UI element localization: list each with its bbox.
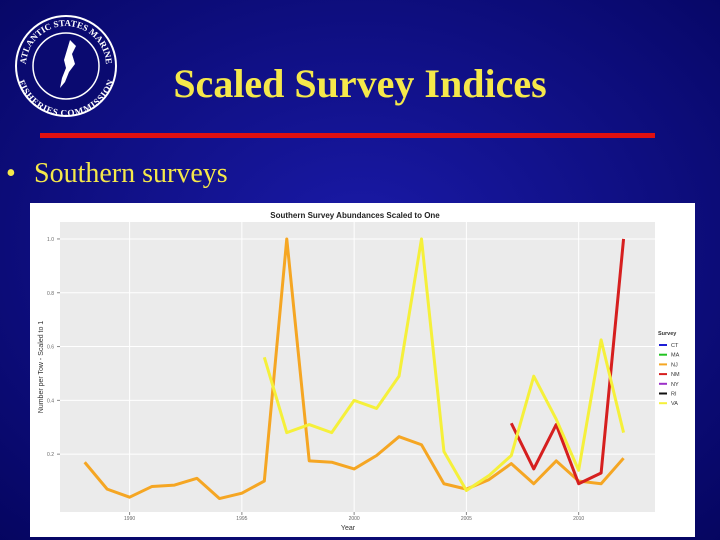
legend-label: CT bbox=[671, 343, 679, 349]
y-tick-label: 0.6 bbox=[47, 345, 54, 351]
legend-label: NJ bbox=[671, 362, 678, 368]
series-line bbox=[83, 237, 625, 501]
slide-title: Scaled Survey Indices bbox=[173, 61, 546, 106]
legend-label: MA bbox=[671, 353, 680, 359]
logo-coast bbox=[60, 40, 76, 88]
x-axis-label: Year bbox=[341, 525, 356, 532]
y-tick-label: 1.0 bbox=[47, 237, 54, 243]
legend-label: RI bbox=[671, 392, 677, 398]
title-rule bbox=[40, 133, 655, 138]
x-tick-label: 2005 bbox=[461, 516, 472, 522]
y-axis-label: Number per Tow - Scaled to 1 bbox=[38, 321, 45, 414]
y-tick-label: 0.2 bbox=[47, 452, 54, 458]
bullet-text: Southern surveys bbox=[34, 158, 228, 189]
legend-title: Survey bbox=[658, 331, 677, 337]
legend-label: NY bbox=[671, 382, 679, 388]
logo-inner bbox=[32, 32, 100, 100]
bullet-symbol: • bbox=[6, 158, 16, 189]
x-tick-label: 2010 bbox=[573, 516, 584, 522]
x-tick-label: 1995 bbox=[236, 516, 247, 522]
x-tick-label: 1990 bbox=[124, 516, 135, 522]
logo: ATLANTIC STATES MARINE FISHERIES COMMISS… bbox=[15, 15, 117, 119]
chart-title: Southern Survey Abundances Scaled to One bbox=[270, 211, 440, 220]
x-tick-label: 2000 bbox=[349, 516, 360, 522]
series-line bbox=[262, 237, 626, 492]
y-tick-label: 0.4 bbox=[47, 398, 54, 404]
y-tick-label: 0.8 bbox=[47, 291, 54, 297]
plot-panel bbox=[60, 222, 655, 512]
series-line bbox=[509, 238, 626, 486]
legend-label: VA bbox=[671, 401, 678, 407]
legend-label: NM bbox=[671, 372, 680, 378]
